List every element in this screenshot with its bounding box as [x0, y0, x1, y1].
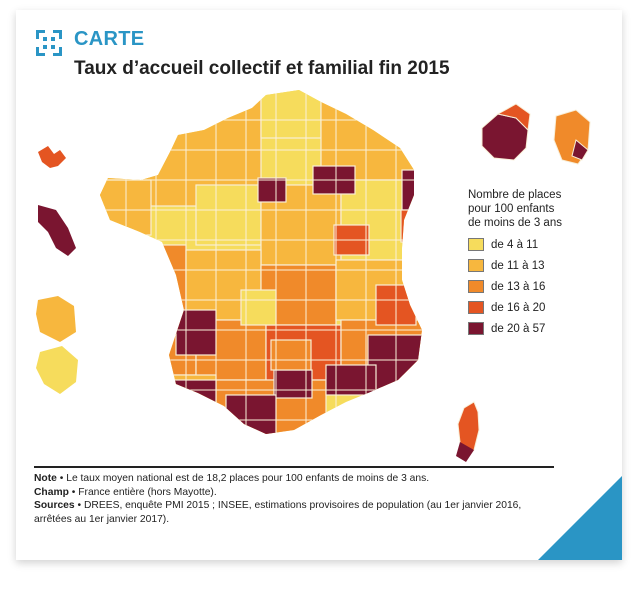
- corner-accent: [538, 476, 622, 560]
- legend-item: de 11 à 13: [468, 259, 608, 272]
- note-label: Note: [34, 473, 57, 484]
- legend-swatch: [468, 322, 484, 335]
- legend-swatch: [468, 238, 484, 251]
- legend-swatch: [468, 259, 484, 272]
- champ-line: Champ • France entière (hors Mayotte).: [34, 486, 217, 498]
- reunion-region: [36, 346, 78, 394]
- legend-title: Nombre de places pour 100 enfants de moi…: [468, 189, 562, 229]
- expand-icon[interactable]: [36, 30, 62, 56]
- kicker-label: CARTE: [74, 28, 145, 50]
- legend-item: de 20 à 57: [468, 322, 608, 335]
- legend-swatch: [468, 280, 484, 293]
- sources-line-2: arrêtées au 1er janvier 2017).: [34, 513, 554, 527]
- sources-text-2: arrêtées au 1er janvier 2017).: [34, 513, 170, 525]
- legend-label: de 20 à 57: [491, 322, 546, 335]
- martinique-region: [38, 205, 76, 256]
- legend-label: de 11 à 13: [491, 259, 545, 272]
- map-card: CARTE Taux d’accueil collectif et famili…: [16, 10, 622, 560]
- legend-label: de 16 à 20: [491, 301, 546, 314]
- legend-item: de 16 à 20: [468, 301, 608, 314]
- corsica-south-region: [456, 442, 474, 462]
- legend-label: de 4 à 11: [491, 238, 539, 251]
- idf-inset: [481, 103, 531, 161]
- guadeloupe-region: [38, 146, 66, 168]
- sources-text-1: DREES, enquête PMI 2015 ; INSEE, estimat…: [83, 500, 522, 511]
- legend-label: de 13 à 16: [491, 280, 546, 293]
- choropleth-map: [36, 90, 591, 462]
- legend-item: de 4 à 11: [468, 238, 608, 251]
- legend-item: de 13 à 16: [468, 280, 608, 293]
- map-legend: Nombre de places pour 100 enfants de moi…: [468, 188, 608, 335]
- france-mainland: [100, 90, 422, 434]
- champ-label: Champ: [34, 486, 69, 498]
- legend-swatch: [468, 301, 484, 314]
- champ-text: France entière (hors Mayotte).: [78, 486, 217, 498]
- sources-line: Sources • DREES, enquête PMI 2015 ; INSE…: [34, 500, 522, 511]
- guyane-region: [36, 296, 76, 342]
- note-text: Le taux moyen national est de 18,2 place…: [66, 473, 430, 484]
- note-line: Note • Le taux moyen national est de 18,…: [34, 473, 430, 484]
- map-title: Taux d’accueil collectif et familial fin…: [74, 58, 450, 79]
- sources-label: Sources: [34, 500, 75, 511]
- second-inset: [553, 109, 591, 165]
- footnotes: Note • Le taux moyen national est de 18,…: [34, 466, 554, 526]
